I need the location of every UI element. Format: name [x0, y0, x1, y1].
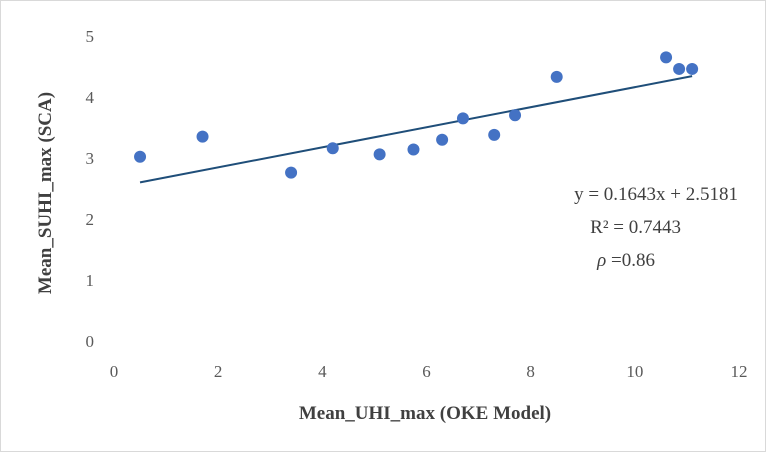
data-point	[196, 130, 209, 143]
x-tick-label: 0	[110, 362, 119, 381]
data-point	[373, 148, 386, 161]
rho-value: =0.86	[606, 250, 655, 271]
data-point	[509, 109, 522, 122]
rho-label: ρ =0.86	[596, 250, 655, 271]
y-axis-title: Mean_SUHI_max (SCA)	[35, 92, 56, 294]
data-point	[285, 166, 298, 179]
data-point	[488, 128, 501, 141]
y-axis-ticks: 0 1 2 3 4 5	[86, 27, 95, 351]
data-point	[326, 142, 339, 155]
x-tick-label: 4	[318, 362, 327, 381]
y-tick-label: 0	[86, 332, 95, 351]
y-tick-label: 1	[86, 271, 95, 290]
data-point	[134, 150, 147, 163]
x-tick-label: 2	[214, 362, 223, 381]
data-point	[550, 70, 563, 83]
data-point	[436, 133, 449, 146]
data-points	[134, 51, 699, 179]
trendline-equation: y = 0.1643x + 2.5181	[574, 184, 738, 205]
rho-symbol: ρ	[596, 250, 606, 271]
y-tick-label: 5	[86, 27, 95, 46]
trendline	[139, 75, 693, 184]
data-point	[673, 62, 686, 75]
x-tick-label: 8	[526, 362, 535, 381]
x-axis-title: Mean_UHI_max (OKE Model)	[299, 403, 551, 424]
data-point	[686, 62, 699, 75]
r-squared-label: R² = 0.7443	[590, 217, 681, 238]
x-axis-ticks: 0 2 4 6 8 10 12	[110, 362, 748, 381]
data-point	[456, 112, 469, 125]
y-tick-label: 4	[86, 88, 95, 107]
y-tick-label: 2	[86, 210, 95, 229]
data-point	[660, 51, 673, 64]
x-tick-label: 10	[626, 362, 643, 381]
y-tick-label: 3	[86, 149, 95, 168]
data-point	[407, 143, 420, 156]
x-tick-label: 6	[422, 362, 431, 381]
x-tick-label: 12	[731, 362, 748, 381]
